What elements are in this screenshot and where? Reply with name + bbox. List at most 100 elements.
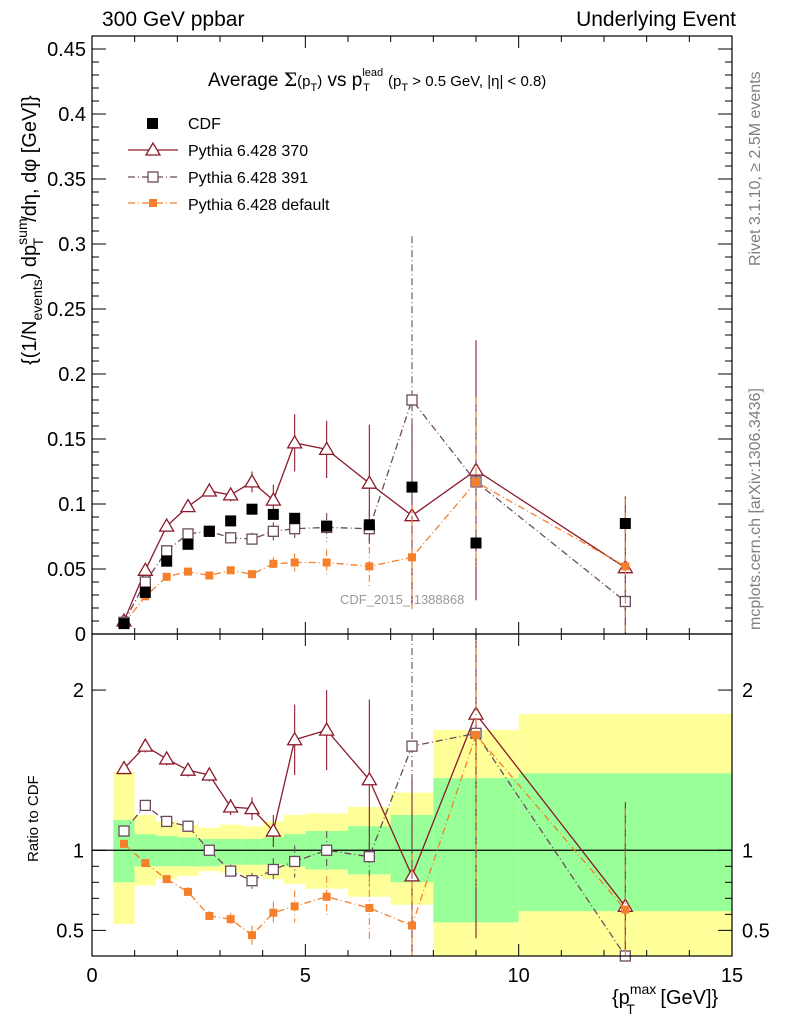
ratio-point-pythia-391 [225,865,237,877]
ratio-point-pythia-391 [246,875,258,887]
ratio-point-pythia-default [322,892,331,901]
main-point-pythia-370 [318,441,335,456]
main-point-pythia-370 [179,498,197,513]
y-tick-label: 0 [75,624,86,646]
ratio-point-pythia-370 [179,761,197,776]
ratio-point-pythia-370 [201,766,218,781]
main-point-cdf [619,518,631,529]
x-axis-label: {pmax T [GeV]} [612,981,719,1017]
ratio-y-tick-label-right: 2 [742,680,753,702]
y-tick-label: 0.1 [58,494,86,516]
ratio-point-pythia-default [621,905,630,914]
band-inner-segment [220,839,242,865]
main-point-pythia-default [290,558,299,567]
main-point-pythia-default [269,559,278,568]
y-tick-label: 0.15 [47,429,86,451]
ratio-point-pythia-391 [267,863,279,876]
legend-marker-pythia-default [149,199,157,207]
main-point-pythia-370 [361,474,378,489]
ratio-y-tick-label-right: 1 [742,840,753,862]
main-point-pythia-default [184,567,192,576]
ratio-plot-frame [91,633,733,957]
main-plot-data [115,236,634,634]
ratio-point-pythia-default [205,911,214,920]
main-point-cdf [182,538,194,550]
main-line-2 [123,398,626,623]
ratio-point-pythia-391 [139,799,151,812]
legend-label-pythia-391: Pythia 6.428 391 [188,170,308,187]
legend-marker-pythia-370 [144,141,162,156]
legend-label-pythia-default: Pythia 6.428 default [188,197,330,214]
y-tick-label: 0.4 [58,104,86,126]
header-left: 300 GeV ppbar [102,8,245,31]
main-point-cdf [246,503,258,515]
x-tick-label: 5 [300,965,311,987]
x-tick-label: 10 [508,965,530,987]
main-point-cdf [470,537,482,549]
main-point-cdf [363,519,375,531]
legend: CDF Pythia 6.428 370 Pythia 6.428 391 Py… [128,116,330,214]
ratio-point-pythia-default [226,915,235,924]
ratio-y-tick-label-left: 2 [73,680,84,702]
ratio-point-pythia-default [365,903,374,912]
y-tick-label: 0.45 [47,39,86,61]
main-point-pythia-default [226,566,235,575]
ratio-point-pythia-370 [361,771,378,786]
band-inner-segment [241,839,263,865]
legend-item-cdf: CDF [147,116,221,133]
legend-item-pythia-default: Pythia 6.428 default [128,197,330,214]
main-point-pythia-370 [265,491,282,506]
y-tick-label: 0.05 [47,559,86,581]
y-tick-label: 0.25 [47,299,86,321]
ratio-point-pythia-370 [318,721,335,736]
main-point-pythia-default [205,571,214,580]
ratio-point-pythia-370 [265,822,282,837]
ratio-point-pythia-default [120,839,128,848]
main-point-cdf [139,586,151,598]
axes: 0 5 10 15 0 0.05 0.1 0.15 0.2 0.25 0.3 0.35 0.4 0.45 0… [47,35,770,987]
legend-label-cdf: CDF [188,116,221,133]
main-point-pythia-391 [225,532,237,544]
main-point-pythia-default [472,477,480,486]
ratio-point-pythia-391 [321,844,333,856]
ratio-y-tick-label-left: 0.5 [56,920,84,942]
ratio-plot-data [92,634,732,962]
main-point-pythia-391 [406,394,418,406]
band-inner-segment [177,837,199,867]
ratio-point-pythia-default [248,931,256,940]
ratio-point-pythia-default [472,730,480,739]
ratio-point-pythia-default [290,902,299,911]
ratio-point-pythia-default [184,887,192,896]
legend-marker-cdf [147,118,158,129]
ratio-point-pythia-370 [137,737,154,752]
y-tick-label: 0.2 [58,364,86,386]
legend-item-pythia-370: Pythia 6.428 370 [128,141,308,160]
y-axis-label: {(1/Nevents) dpsumT/dη, dφ [GeV]} [14,95,46,365]
header-right: Underlying Event [576,8,736,31]
ratio-point-pythia-default [162,875,171,884]
main-point-pythia-370 [158,517,175,532]
main-point-pythia-default [248,570,256,579]
main-point-pythia-370 [243,473,261,488]
main-point-pythia-370 [137,562,154,576]
ratio-point-pythia-391 [203,844,215,856]
main-point-cdf [118,618,130,630]
main-point-cdf [406,481,418,493]
main-point-pythia-391 [289,523,301,535]
ratio-y-tick-label-right: 0.5 [742,920,770,942]
ratio-point-pythia-391 [161,815,173,828]
x-tick-label: 15 [721,965,743,987]
x-tick-label: 0 [86,965,97,987]
plot-title: Average Σ(pT) vs plead T (pT > 0.5 GeV, |… [208,67,546,94]
rivet-version-label: Rivet 3.1.10, ≥ 2.5M events [747,71,764,266]
ratio-point-pythia-default [269,908,278,917]
main-point-pythia-391 [182,528,194,540]
main-point-pythia-370 [201,482,218,497]
legend-label-pythia-370: Pythia 6.428 370 [188,143,308,160]
main-line-1 [123,442,626,622]
ratio-point-pythia-391 [182,820,194,832]
ratio-y-axis-label: Ratio to CDF [25,775,42,862]
main-point-pythia-370 [222,486,239,501]
ratio-point-pythia-default [141,859,150,868]
